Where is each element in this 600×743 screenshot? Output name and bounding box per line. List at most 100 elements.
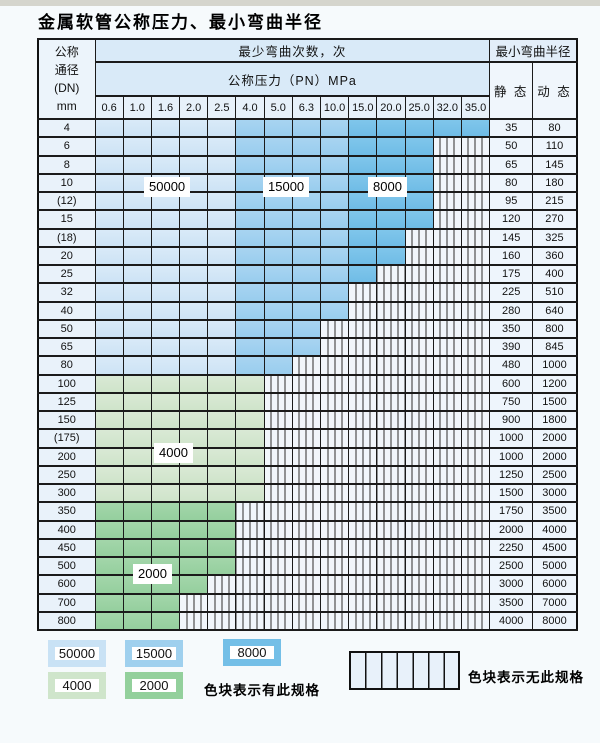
spec-cell [94,446,124,467]
spec-cell [291,282,322,303]
no-spec-cell [376,446,406,467]
spec-cell [235,172,265,194]
table-row-dn-700: 700 3500 7000 [37,592,578,613]
no-spec-cell [432,263,462,285]
spec-cell [94,318,124,340]
dynamic-radius-value: 1000 [532,355,578,376]
spec-cell [348,245,378,267]
spec-cell [179,154,209,175]
table-row-dn-250: 250 1250 2500 [37,464,578,486]
spec-cell [94,172,124,194]
no-spec-cell [460,482,491,504]
spec-cell [235,318,265,340]
dn-cell: 250 [37,464,96,486]
no-spec-cell [404,282,434,303]
table-row-dn-15: 15 120 270 [37,209,578,230]
spec-cell [179,391,209,413]
no-spec-cell [263,391,293,413]
no-spec-cell [235,610,265,632]
table-row-dn-(12): (12) 95 215 [37,190,578,212]
no-spec-cell [460,519,491,540]
no-spec-cell [404,537,434,559]
corner-line-2: 通径 [54,63,79,77]
spec-cell [235,190,265,212]
spec-cell [291,336,322,358]
spec-cell [94,391,124,413]
spec-cell [122,482,152,504]
spec-cell [376,154,406,175]
dynamic-radius-value: 1500 [532,391,578,413]
dn-cell: 15 [37,209,96,230]
legend-swatch-50000: 50000 [48,640,106,667]
no-spec-cell [291,409,322,431]
no-spec-cell [263,555,293,577]
no-spec-cell [291,482,322,504]
table-row-dn-500: 500 2500 5000 [37,555,578,577]
no-spec-cell [376,464,406,486]
no-spec-cell [348,318,378,340]
dynamic-radius-value: 800 [532,318,578,340]
legend-swatch-2000: 2000 [125,672,183,699]
spec-cell [207,172,237,194]
no-spec-cell [319,592,350,613]
spec-cell [179,355,209,376]
dynamic-radius-value: 5000 [532,555,578,577]
no-spec-cell [376,592,406,613]
spec-cell [207,555,237,577]
spec-cell [404,172,434,194]
no-spec-cell [319,391,350,413]
dn-cell: (18) [37,227,96,248]
no-spec-cell [235,592,265,613]
no-spec-cell [460,446,491,467]
no-spec-cell [348,391,378,413]
spec-cell [235,245,265,267]
static-radius-value: 280 [489,300,534,321]
dn-cell: 100 [37,373,96,394]
pressure-col-2.5: 2.5 [207,95,237,120]
no-spec-cell [376,537,406,559]
table-row-dn-20: 20 160 360 [37,245,578,267]
dynamic-radius-value: 145 [532,154,578,175]
static-radius-value: 1250 [489,464,534,486]
no-spec-cell [319,355,350,376]
no-spec-cell [432,373,462,394]
no-spec-cell [291,428,322,449]
no-spec-cell [404,300,434,321]
no-spec-cell [376,428,406,449]
spec-cell [348,136,378,157]
no-spec-cell [376,501,406,522]
spec-cell [179,245,209,267]
no-spec-cell [291,355,322,376]
pressure-col-10.0: 10.0 [319,95,350,120]
dynamic-radius-value: 640 [532,300,578,321]
static-radius-value: 80 [489,172,534,194]
no-spec-cell [376,355,406,376]
spec-cell [122,592,152,613]
spec-cell [263,227,293,248]
spec-cell [150,263,181,285]
static-radius-value: 750 [489,391,534,413]
static-radius-value: 900 [489,409,534,431]
no-spec-cell [404,464,434,486]
no-spec-cell [404,482,434,504]
static-radius-value: 175 [489,263,534,285]
static-radius-value: 160 [489,245,534,267]
no-spec-cell [404,592,434,613]
spec-cell [319,282,350,303]
no-spec-cell [291,391,322,413]
spec-cell [179,574,209,595]
no-spec-cell [235,519,265,540]
static-radius-value: 1000 [489,428,534,449]
no-spec-cell [291,574,322,595]
no-spec-cell [348,555,378,577]
dn-cell: 450 [37,537,96,559]
no-spec-cell [432,172,462,194]
spec-cell [235,282,265,303]
static-radius-value: 390 [489,336,534,358]
dn-cell: (12) [37,190,96,212]
spec-cell [179,136,209,157]
table-row-dn-350: 350 1750 3500 [37,501,578,522]
cycle-zone-label-4000: 4000 [154,443,193,463]
spec-cell [207,136,237,157]
spec-cell [376,209,406,230]
